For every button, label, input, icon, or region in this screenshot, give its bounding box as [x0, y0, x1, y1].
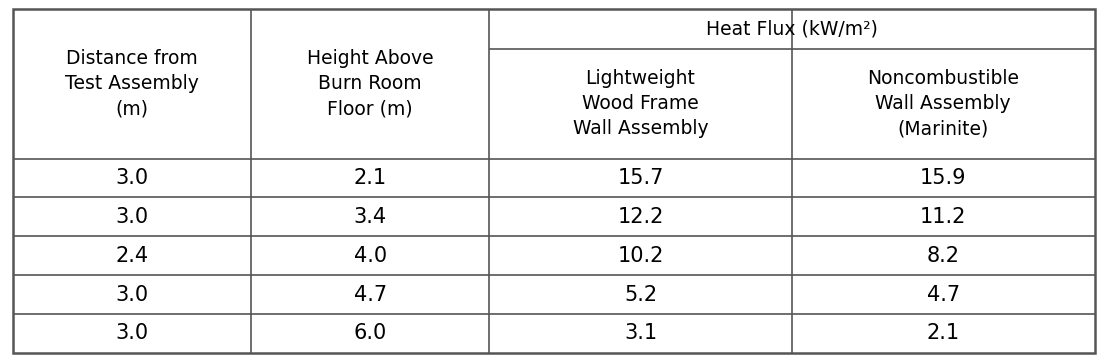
Text: Distance from
Test Assembly
(m): Distance from Test Assembly (m) [65, 49, 199, 118]
Text: 4.0: 4.0 [353, 246, 387, 266]
Text: 3.1: 3.1 [624, 323, 657, 343]
Text: 15.9: 15.9 [920, 168, 966, 188]
Text: 4.7: 4.7 [926, 284, 960, 305]
Text: 15.7: 15.7 [617, 168, 664, 188]
Text: Height Above
Burn Room
Floor (m): Height Above Burn Room Floor (m) [307, 49, 433, 118]
Text: 2.1: 2.1 [353, 168, 387, 188]
Text: 10.2: 10.2 [617, 246, 664, 266]
Text: 3.0: 3.0 [115, 168, 148, 188]
Text: 3.4: 3.4 [353, 207, 387, 227]
Text: 12.2: 12.2 [617, 207, 664, 227]
Text: 3.0: 3.0 [115, 207, 148, 227]
Text: 2.4: 2.4 [115, 246, 148, 266]
Text: Noncombustible
Wall Assembly
(Marinite): Noncombustible Wall Assembly (Marinite) [868, 69, 1019, 138]
Text: 3.0: 3.0 [115, 323, 148, 343]
Text: 3.0: 3.0 [115, 284, 148, 305]
Text: 11.2: 11.2 [920, 207, 966, 227]
Text: Heat Flux (kW/m²): Heat Flux (kW/m²) [706, 19, 878, 38]
Text: 8.2: 8.2 [926, 246, 960, 266]
Text: 5.2: 5.2 [624, 284, 657, 305]
Text: 6.0: 6.0 [353, 323, 387, 343]
Text: Lightweight
Wood Frame
Wall Assembly: Lightweight Wood Frame Wall Assembly [573, 69, 708, 138]
Text: 2.1: 2.1 [926, 323, 960, 343]
Text: 4.7: 4.7 [353, 284, 387, 305]
